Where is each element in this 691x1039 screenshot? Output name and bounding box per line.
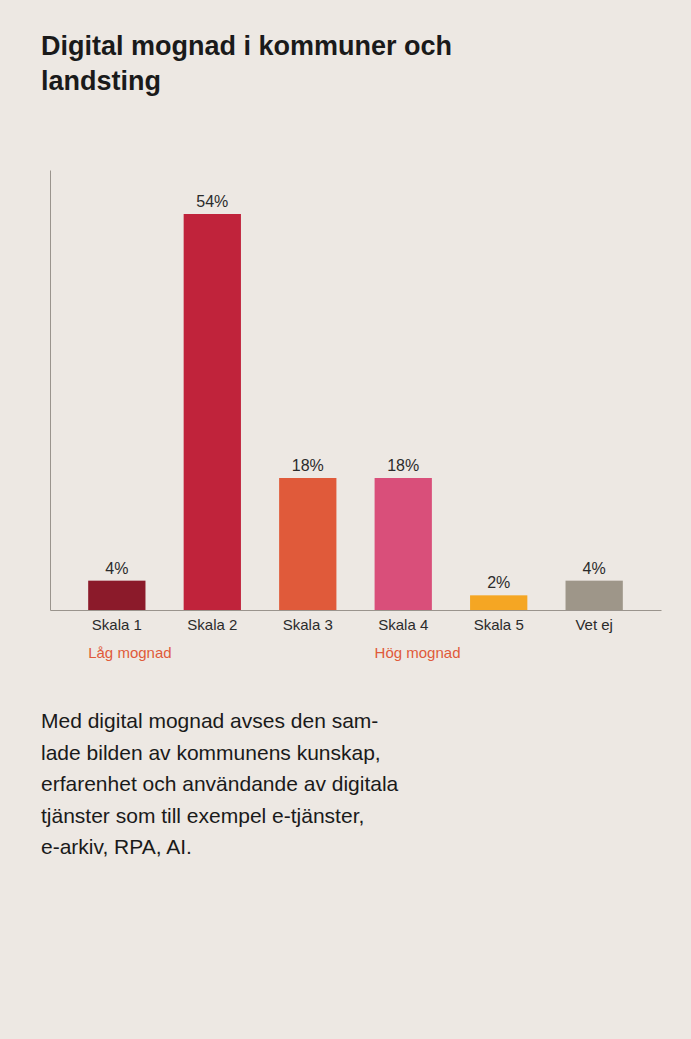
body-text-line: e-arkiv, RPA, AI. (41, 835, 192, 858)
y-axis (50, 171, 51, 611)
x-tick: Skala 3 (283, 610, 333, 633)
bar (375, 478, 432, 610)
bar (88, 581, 145, 610)
bar (566, 581, 623, 610)
x-tick-label: Vet ej (575, 616, 613, 633)
bars (88, 214, 623, 610)
body-text-line: lade bilden av kommunens kunskap, (41, 741, 381, 764)
data-label: 54% (196, 193, 228, 210)
body-text-line: tjänster som till exempel e-tjänster, (41, 804, 364, 827)
bar (184, 214, 241, 610)
annotation: Låg mognad (88, 644, 171, 661)
title-line: landsting (41, 66, 161, 96)
body-text-line: Med digital mognad avses den sam- (41, 709, 378, 732)
title-line: Digital mognad i kommuner och (41, 31, 452, 61)
chart: Digital mognad i kommuner och landsting 4%… (0, 0, 691, 1039)
x-tick: Skala 2 (187, 610, 237, 633)
bar (470, 595, 527, 610)
bar (279, 478, 336, 610)
data-label: 4% (105, 560, 128, 577)
x-tick: Vet ej (575, 610, 613, 633)
data-label: 2% (487, 574, 510, 591)
annotation: Hög mognad (375, 644, 461, 661)
body-text-line: erfarenhet och användande av digitala (41, 772, 399, 795)
x-tick: Skala 5 (474, 610, 524, 633)
x-axis: Skala 1 Skala 2 Skala 3 Skala 4 Skala 5 Vet e… (51, 610, 662, 633)
data-label: 4% (583, 560, 606, 577)
data-label: 18% (387, 457, 419, 474)
x-tick-label: Skala 5 (474, 616, 524, 633)
body-text: Med digital mognad avses den sam-lade bi… (41, 709, 399, 858)
data-labels: 4% 54% 18% 18% 2% 4% (105, 193, 605, 591)
x-tick: Skala 1 (92, 610, 142, 633)
x-tick: Skala 4 (378, 610, 428, 633)
x-tick-label: Skala 1 (92, 616, 142, 633)
x-axis-line (51, 610, 662, 611)
title: Digital mognad i kommuner och landsting (41, 31, 452, 96)
x-tick-label: Skala 4 (378, 616, 428, 633)
x-tick-label: Skala 3 (283, 616, 333, 633)
data-label: 18% (292, 457, 324, 474)
x-tick-label: Skala 2 (187, 616, 237, 633)
y-axis-line (50, 171, 51, 611)
